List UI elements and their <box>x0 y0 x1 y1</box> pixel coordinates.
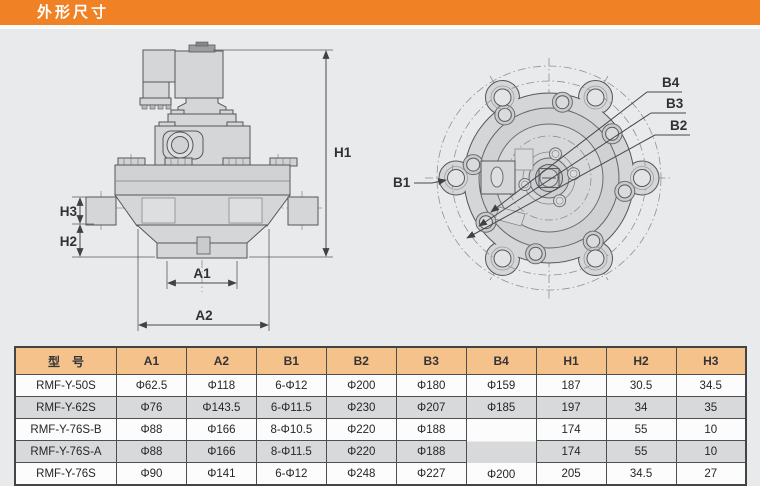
pilot-port-hole <box>171 136 189 154</box>
solenoid-connector <box>139 49 176 110</box>
dim-label-h2: H2 <box>60 234 77 249</box>
cell-value: Φ188 <box>395 440 467 463</box>
dimension-a2: A2 <box>137 229 270 331</box>
table-row: RMF-Y-62S Φ76 Φ143.5 6-Φ11.5 Φ230 Φ207 Φ185 197… <box>14 396 747 419</box>
section-header-bar: 外形尺寸 <box>0 0 760 29</box>
cell-value: Φ188 <box>395 418 467 441</box>
dimension-table: 型 号 A1 A2 B1 B2 B3 B4 H1 H2 H3 RMF-Y-50S Φ62.5 Φ118 6… <box>14 346 747 486</box>
cell-value: 197 <box>535 396 607 419</box>
cell-value: 174 <box>535 418 607 441</box>
table-header-row: 型 号 A1 A2 B1 B2 B3 B4 H1 H2 H3 <box>14 346 747 375</box>
cell-value: 34 <box>605 396 677 419</box>
leader-b3: B3 <box>478 96 686 227</box>
cell-value: 187 <box>535 374 607 397</box>
dim-label-h1: H1 <box>334 145 352 160</box>
bolt-circle-outer <box>436 65 662 291</box>
cover-bolts <box>462 91 636 265</box>
col-header-b4: B4 <box>465 346 537 375</box>
table-row: RMF-Y-50S Φ62.5 Φ118 6-Φ12 Φ200 Φ180 Φ159 187 30… <box>14 374 747 397</box>
valve-main-body <box>85 194 319 259</box>
col-header-h2: H2 <box>605 346 677 375</box>
dim-label-b4: B4 <box>662 75 680 90</box>
cell-value: 10 <box>675 440 747 463</box>
side-view-drawing: H1 H3 H2 A1 A2 <box>60 41 352 331</box>
cell-value: Φ90 <box>116 462 187 486</box>
dim-label-b3: B3 <box>666 96 684 111</box>
cell-value: 34.5 <box>675 374 747 397</box>
dim-label-a1: A1 <box>193 266 211 281</box>
cell-value: Φ220 <box>325 440 397 463</box>
inlet-pipe-left <box>85 196 117 226</box>
cell-value: Φ185 <box>465 396 537 419</box>
cell-value: 174 <box>535 440 607 463</box>
section-title: 外形尺寸 <box>37 4 110 21</box>
dim-label-b1: B1 <box>393 175 411 190</box>
cell-value: Φ166 <box>185 440 257 463</box>
cell-value: Φ118 <box>185 374 257 397</box>
cell-value: Φ227 <box>395 462 467 486</box>
inlet-pipe-right <box>287 196 319 226</box>
dim-label-a2: A2 <box>195 308 212 323</box>
cell-value: Φ180 <box>395 374 467 397</box>
leader-b1: B1 <box>393 175 447 190</box>
col-header-a1: A1 <box>116 346 187 375</box>
cell-value: 30.5 <box>605 374 677 397</box>
cell-value: 6-Φ12 <box>255 374 327 397</box>
dimension-h1: H1 <box>213 49 352 258</box>
dimension-a1: A1 <box>166 261 238 289</box>
col-header-h1: H1 <box>535 346 607 375</box>
cell-value: Φ143.5 <box>185 396 257 419</box>
cell-value: Φ62.5 <box>116 374 187 397</box>
col-header-h3: H3 <box>675 346 747 375</box>
col-header-b1: B1 <box>255 346 327 375</box>
cell-value: Φ207 <box>395 396 467 419</box>
leader-b4: B4 <box>490 75 682 213</box>
cell-value: Φ248 <box>325 462 397 486</box>
cell-model: RMF-Y-62S <box>14 396 117 419</box>
cell-value: Φ166 <box>185 418 257 441</box>
col-header-a2: A2 <box>185 346 257 375</box>
dim-label-b2: B2 <box>670 118 687 133</box>
cell-value: Φ141 <box>185 462 257 486</box>
col-header-b3: B3 <box>395 346 467 375</box>
cell-value: Φ88 <box>116 440 187 463</box>
solenoid-coil <box>174 41 224 99</box>
table-row: RMF-Y-76S Φ90 Φ141 6-Φ12 Φ248 Φ227 205 34.5 27 <box>14 462 747 486</box>
cell-value: 55 <box>605 418 677 441</box>
cell-value: 6-Φ11.5 <box>255 396 327 419</box>
dim-label-h3: H3 <box>60 204 78 219</box>
valve-cover <box>114 157 298 196</box>
cell-value: 55 <box>605 440 677 463</box>
cell-value: 35 <box>675 396 747 419</box>
table-row: RMF-Y-76S-B Φ88 Φ166 8-Φ10.5 Φ220 Φ188 Φ200 174… <box>14 418 747 486</box>
cell-value: 205 <box>535 462 607 486</box>
table-row: RMF-Y-76S-A Φ88 Φ166 8-Φ11.5 Φ220 Φ188 174 55 10 <box>14 440 747 463</box>
front-view-drawing: B1 B4 B3 B2 <box>393 58 690 300</box>
cell-model: RMF-Y-50S <box>14 374 117 397</box>
ear-bolt-holes <box>444 85 654 271</box>
dimension-h3: H3 <box>60 196 94 225</box>
cell-value: 6-Φ12 <box>255 462 327 486</box>
cell-value: Φ230 <box>325 396 397 419</box>
cell-value: Φ159 <box>465 374 537 397</box>
cell-value: Φ220 <box>325 418 397 441</box>
cell-value: 10 <box>675 418 747 441</box>
cell-value: Φ76 <box>116 396 187 419</box>
cell-value: 27 <box>675 462 747 486</box>
cell-value: 34.5 <box>605 462 677 486</box>
cell-value: Φ88 <box>116 418 187 441</box>
cell-model: RMF-Y-76S-B <box>14 418 117 441</box>
col-header-b2: B2 <box>325 346 397 375</box>
cell-model: RMF-Y-76S <box>14 462 117 486</box>
col-header-model: 型 号 <box>14 346 117 375</box>
dimension-h2: H2 <box>60 224 155 258</box>
cell-b4-merged: Φ200 <box>465 418 537 486</box>
cell-value: 8-Φ10.5 <box>255 418 327 441</box>
cell-value: Φ200 <box>325 374 397 397</box>
leader-b2: B2 <box>466 118 690 239</box>
cell-value: 8-Φ11.5 <box>255 440 327 463</box>
cell-model: RMF-Y-76S-A <box>14 440 117 463</box>
